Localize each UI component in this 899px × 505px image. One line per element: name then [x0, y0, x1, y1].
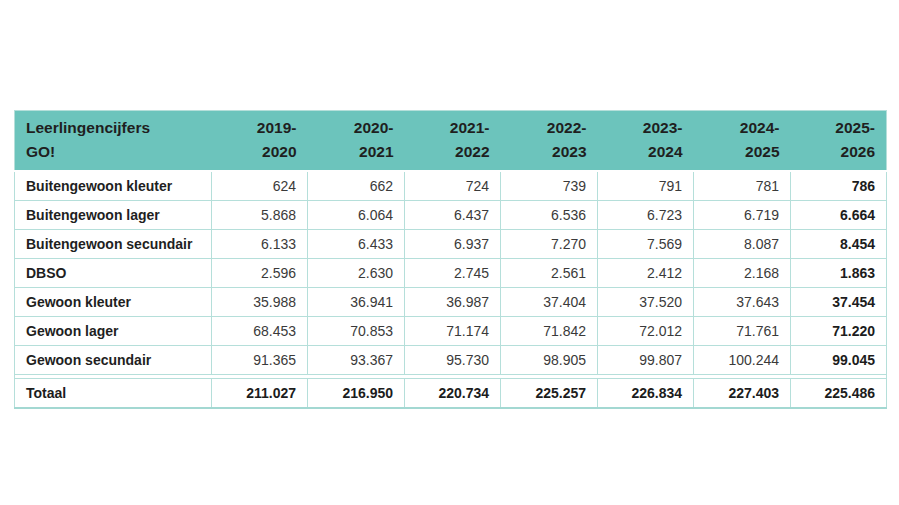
cell-value: 95.730	[405, 346, 501, 375]
total-value: 227.403	[694, 379, 791, 409]
cell-value: 6.433	[308, 230, 405, 259]
total-value: 226.834	[598, 379, 694, 409]
row-label: Buitengewoon kleuter	[15, 171, 212, 201]
table-row: Gewoon kleuter 35.988 36.941 36.987 37.4…	[15, 288, 887, 317]
column-header: 2024- 2025	[694, 111, 791, 172]
table-row: Buitengewoon secundair 6.133 6.433 6.937…	[15, 230, 887, 259]
cell-value: 37.643	[694, 288, 791, 317]
cell-value: 781	[694, 171, 791, 201]
cell-value: 624	[212, 171, 308, 201]
cell-value: 36.941	[308, 288, 405, 317]
cell-value: 71.842	[501, 317, 598, 346]
cell-value: 93.367	[308, 346, 405, 375]
cell-value: 71.220	[791, 317, 887, 346]
cell-value: 2.561	[501, 259, 598, 288]
cell-value: 6.719	[694, 201, 791, 230]
cell-value: 99.807	[598, 346, 694, 375]
cell-value: 8.454	[791, 230, 887, 259]
cell-value: 37.454	[791, 288, 887, 317]
cell-value: 36.987	[405, 288, 501, 317]
cell-value: 70.853	[308, 317, 405, 346]
table-row: DBSO 2.596 2.630 2.745 2.561 2.412 2.168…	[15, 259, 887, 288]
total-value: 225.486	[791, 379, 887, 409]
cell-value: 6.064	[308, 201, 405, 230]
cell-value: 6.664	[791, 201, 887, 230]
row-label: Buitengewoon secundair	[15, 230, 212, 259]
cell-value: 35.988	[212, 288, 308, 317]
column-header: 2020- 2021	[308, 111, 405, 172]
cell-value: 91.365	[212, 346, 308, 375]
total-value: 211.027	[212, 379, 308, 409]
cell-value: 2.745	[405, 259, 501, 288]
cell-value: 37.520	[598, 288, 694, 317]
column-header: 2025- 2026	[791, 111, 887, 172]
cell-value: 98.905	[501, 346, 598, 375]
cell-value: 71.761	[694, 317, 791, 346]
column-header: 2021- 2022	[405, 111, 501, 172]
cell-value: 6.536	[501, 201, 598, 230]
row-label: Gewoon lager	[15, 317, 212, 346]
cell-value: 7.270	[501, 230, 598, 259]
cell-value: 1.863	[791, 259, 887, 288]
total-value: 225.257	[501, 379, 598, 409]
cell-value: 6.437	[405, 201, 501, 230]
student-numbers-table-container: Leerlingencijfers GO! 2019- 2020 2020- 2…	[14, 110, 886, 409]
cell-value: 2.596	[212, 259, 308, 288]
cell-value: 71.174	[405, 317, 501, 346]
table-header-row: Leerlingencijfers GO! 2019- 2020 2020- 2…	[15, 111, 887, 172]
total-value: 220.734	[405, 379, 501, 409]
cell-value: 7.569	[598, 230, 694, 259]
student-numbers-table: Leerlingencijfers GO! 2019- 2020 2020- 2…	[14, 110, 887, 409]
cell-value: 6.937	[405, 230, 501, 259]
cell-value: 662	[308, 171, 405, 201]
table-row: Buitengewoon lager 5.868 6.064 6.437 6.5…	[15, 201, 887, 230]
cell-value: 68.453	[212, 317, 308, 346]
cell-value: 786	[791, 171, 887, 201]
row-label: DBSO	[15, 259, 212, 288]
cell-value: 724	[405, 171, 501, 201]
column-header: 2019- 2020	[212, 111, 308, 172]
table-title: Leerlingencijfers GO!	[15, 111, 212, 172]
cell-value: 100.244	[694, 346, 791, 375]
row-label: Gewoon kleuter	[15, 288, 212, 317]
cell-value: 2.630	[308, 259, 405, 288]
row-label: Buitengewoon lager	[15, 201, 212, 230]
total-value: 216.950	[308, 379, 405, 409]
table-row: Gewoon secundair 91.365 93.367 95.730 98…	[15, 346, 887, 375]
cell-value: 5.868	[212, 201, 308, 230]
cell-value: 791	[598, 171, 694, 201]
cell-value: 99.045	[791, 346, 887, 375]
column-header: 2023- 2024	[598, 111, 694, 172]
cell-value: 6.133	[212, 230, 308, 259]
cell-value: 8.087	[694, 230, 791, 259]
cell-value: 2.412	[598, 259, 694, 288]
cell-value: 37.404	[501, 288, 598, 317]
cell-value: 72.012	[598, 317, 694, 346]
total-row: Totaal 211.027 216.950 220.734 225.257 2…	[15, 379, 887, 409]
cell-value: 739	[501, 171, 598, 201]
total-label: Totaal	[15, 379, 212, 409]
row-label: Gewoon secundair	[15, 346, 212, 375]
column-header: 2022- 2023	[501, 111, 598, 172]
cell-value: 6.723	[598, 201, 694, 230]
table-row: Gewoon lager 68.453 70.853 71.174 71.842…	[15, 317, 887, 346]
cell-value: 2.168	[694, 259, 791, 288]
table-row: Buitengewoon kleuter 624 662 724 739 791…	[15, 171, 887, 201]
